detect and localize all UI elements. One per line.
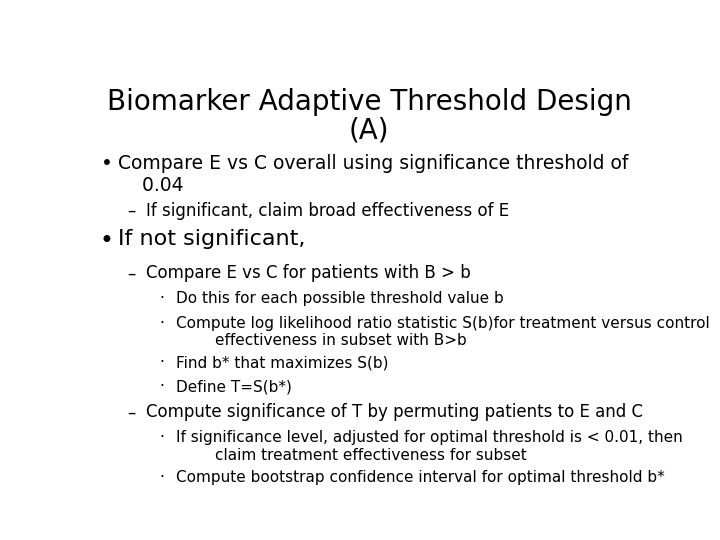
Text: Compute log likelihood ratio statistic S(b)for treatment versus control
        : Compute log likelihood ratio statistic S… bbox=[176, 315, 710, 348]
Text: Compare E vs C overall using significance threshold of
    0.04: Compare E vs C overall using significanc… bbox=[118, 154, 629, 195]
Text: Compare E vs C for patients with B > b: Compare E vs C for patients with B > b bbox=[145, 265, 471, 282]
Text: –: – bbox=[127, 403, 136, 421]
Text: Define T=S(b*): Define T=S(b*) bbox=[176, 379, 292, 394]
Text: •: • bbox=[101, 154, 112, 173]
Text: (A): (A) bbox=[348, 117, 390, 145]
Text: –: – bbox=[127, 265, 136, 282]
Text: Find b* that maximizes S(b): Find b* that maximizes S(b) bbox=[176, 355, 389, 370]
Text: If significant, claim broad effectiveness of E: If significant, claim broad effectivenes… bbox=[145, 202, 509, 220]
Text: Biomarker Adaptive Threshold Design: Biomarker Adaptive Threshold Design bbox=[107, 87, 631, 116]
Text: –: – bbox=[127, 202, 136, 220]
Text: Compute bootstrap confidence interval for optimal threshold b*: Compute bootstrap confidence interval fo… bbox=[176, 470, 665, 485]
Text: ·: · bbox=[159, 379, 164, 394]
Text: ·: · bbox=[159, 315, 164, 330]
Text: ·: · bbox=[159, 470, 164, 485]
Text: Compute significance of T by permuting patients to E and C: Compute significance of T by permuting p… bbox=[145, 403, 643, 421]
Text: ·: · bbox=[159, 292, 164, 306]
Text: ·: · bbox=[159, 430, 164, 445]
Text: Do this for each possible threshold value b: Do this for each possible threshold valu… bbox=[176, 292, 504, 306]
Text: If not significant,: If not significant, bbox=[118, 229, 305, 249]
Text: ·: · bbox=[159, 355, 164, 370]
Text: If significance level, adjusted for optimal threshold is < 0.01, then
        cl: If significance level, adjusted for opti… bbox=[176, 430, 683, 463]
Text: •: • bbox=[100, 229, 114, 253]
